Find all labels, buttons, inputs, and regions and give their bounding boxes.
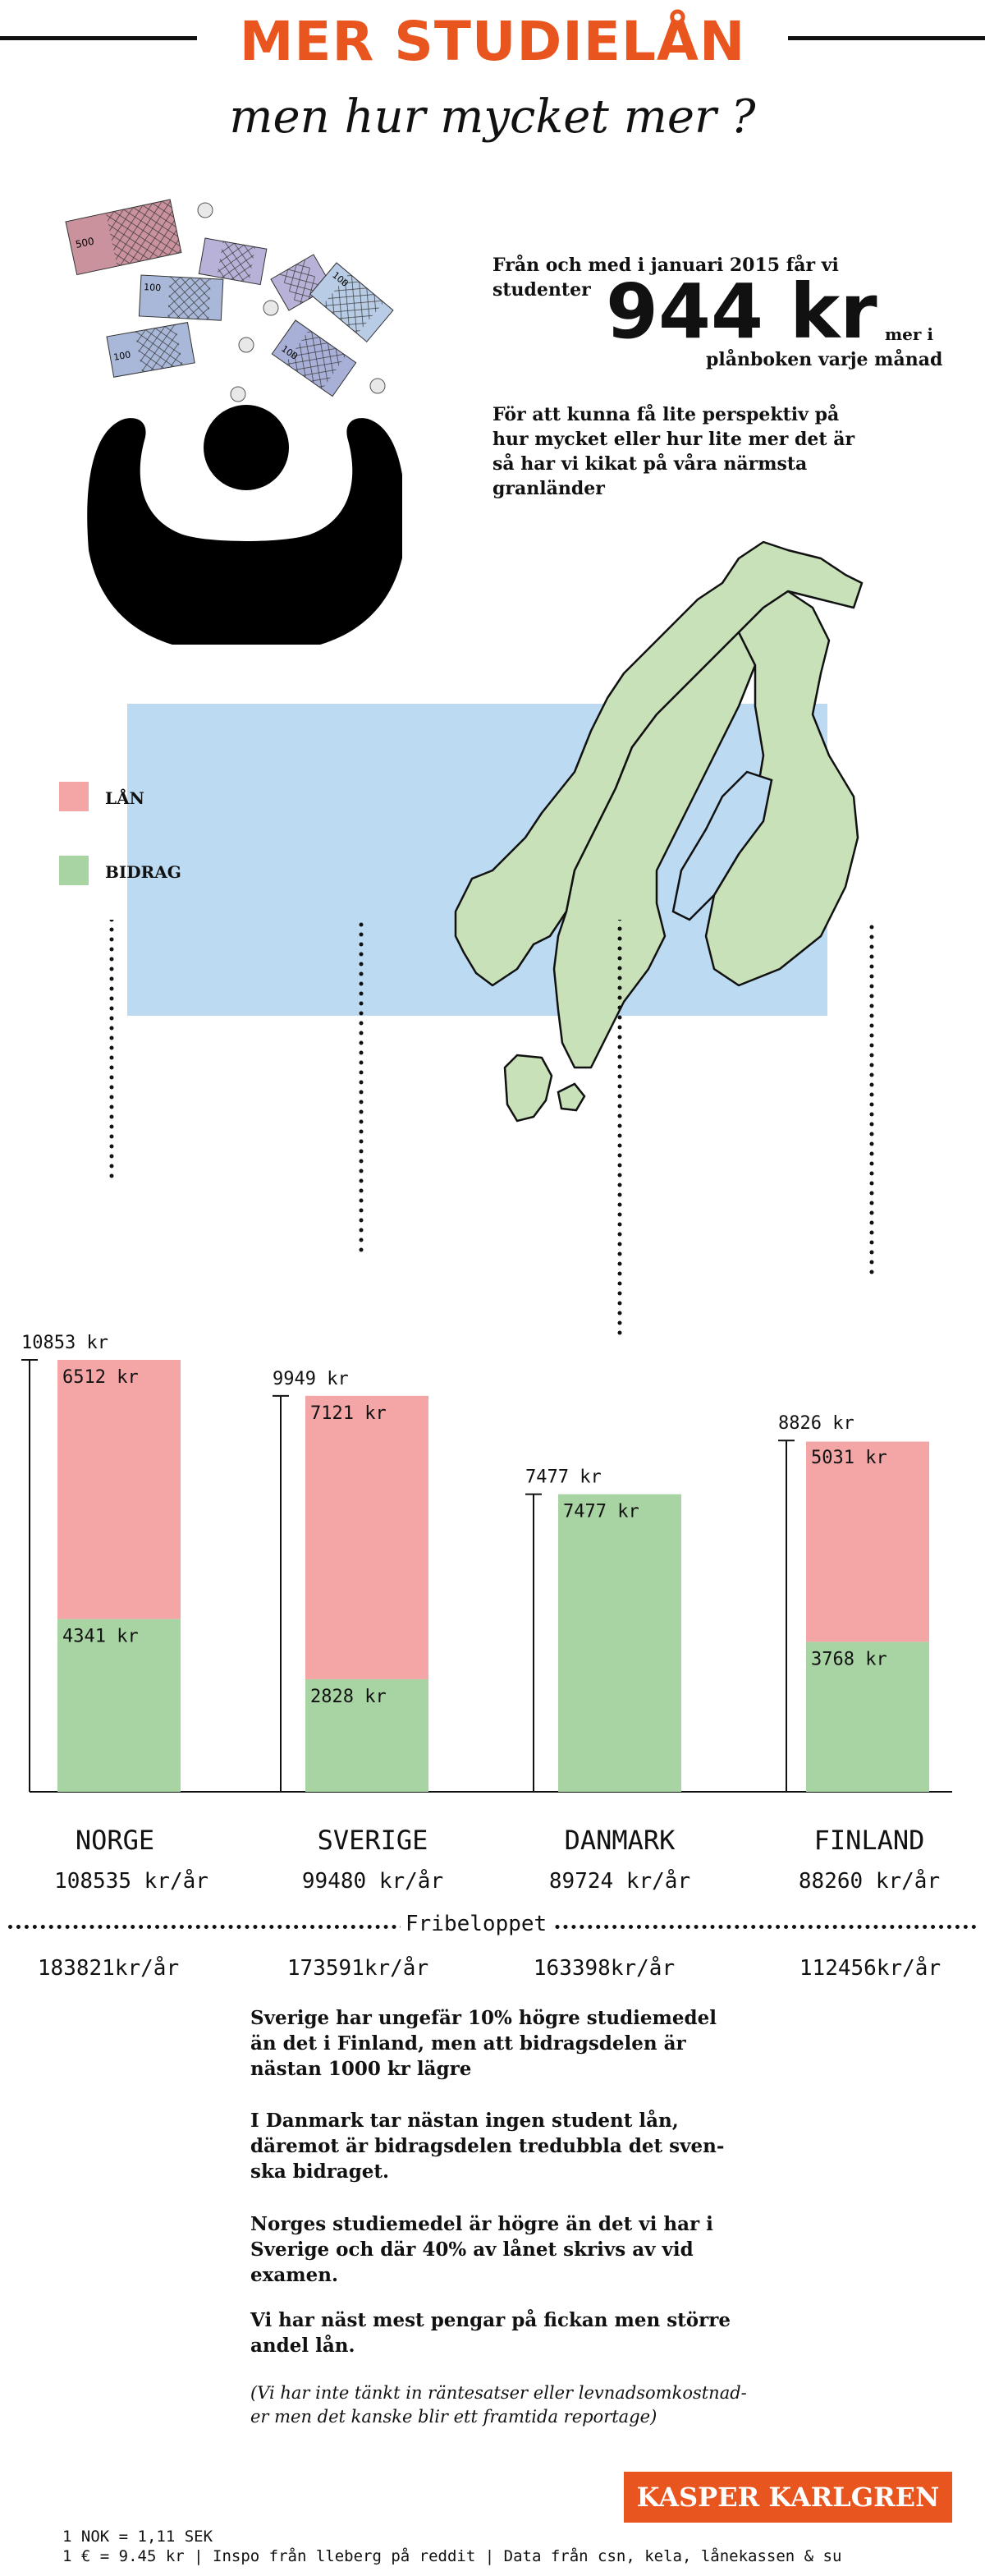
legend-swatch-bidrag bbox=[59, 856, 89, 885]
perspective-line-3: så har vi kikat på våra närmsta bbox=[492, 453, 808, 475]
intro-line-2: studenter bbox=[492, 279, 591, 301]
coin-icon bbox=[369, 378, 386, 394]
connector-norge bbox=[109, 920, 114, 1183]
legend-label-bidrag: BIDRAG bbox=[105, 862, 181, 882]
map-gulf-of-bothnia bbox=[671, 770, 773, 921]
banknote-100-a: 100 bbox=[138, 274, 224, 321]
fribelopp-sverige: 173591kr/år bbox=[286, 1956, 429, 1981]
connector-sverige bbox=[359, 920, 364, 1257]
total-label-sverige: 9949 kr bbox=[273, 1369, 349, 1389]
legend-swatch-lan bbox=[59, 782, 89, 811]
country-label-sverige: SVERIGE bbox=[317, 1825, 428, 1856]
perspective-line-4: granländer bbox=[492, 478, 605, 499]
footer-exchange-rate-nok: 1 NOK = 1,11 SEK bbox=[62, 2528, 213, 2546]
lan-label-sverige: 7121 kr bbox=[310, 1403, 387, 1424]
fribeloppet-label: Fribeloppet bbox=[401, 1912, 552, 1936]
legend-label-lan: LÅN bbox=[105, 788, 144, 808]
intro-after-amount: mer i bbox=[885, 324, 933, 344]
total-label-norge: 10853 kr bbox=[21, 1333, 108, 1353]
author-brand: KASPER KARLGREN bbox=[624, 2472, 952, 2523]
fribelopp-finland: 112456kr/år bbox=[799, 1956, 941, 1981]
amount-highlight: 944 kr bbox=[606, 268, 877, 356]
paragraph-sverige-finland: Sverige har ungefär 10% högre studiemede… bbox=[250, 2007, 717, 2080]
bar-lan-norge bbox=[57, 1360, 181, 1619]
coin-icon bbox=[230, 386, 246, 402]
bidrag-label-danmark: 7477 kr bbox=[563, 1502, 639, 1522]
nordic-map bbox=[127, 540, 864, 1123]
title-rule-left bbox=[0, 36, 197, 40]
bar-lan-sverige bbox=[305, 1395, 428, 1679]
footnote-disclaimer: (Vi har inte tänkt in räntesatser eller … bbox=[250, 2383, 747, 2427]
person-celebrating-icon bbox=[87, 405, 402, 645]
lan-label-norge: 6512 kr bbox=[62, 1367, 139, 1388]
connector-danmark bbox=[617, 920, 622, 1345]
coin-icon bbox=[263, 300, 279, 316]
paragraph-danmark: I Danmark tar nästan ingen student lån, d… bbox=[250, 2110, 725, 2183]
banknote-denomination: 500 bbox=[75, 235, 95, 250]
banknote-100-d: 100 bbox=[309, 262, 394, 342]
banknote-100-f: 100 bbox=[271, 319, 357, 397]
intro-line-1: Från och med i januari 2015 får vi bbox=[492, 255, 839, 276]
map-country-sweden bbox=[552, 631, 757, 1069]
map-country-denmark bbox=[503, 1054, 553, 1123]
bar-lan-finland bbox=[806, 1441, 929, 1642]
bidrag-label-norge: 4341 kr bbox=[62, 1627, 139, 1647]
country-label-norge: NORGE bbox=[75, 1825, 155, 1856]
paragraph-norge: Norges studiemedel är högre än det vi ha… bbox=[250, 2213, 713, 2286]
paragraph-summary: Vi har näst mest pengar på fickan men st… bbox=[250, 2309, 731, 2357]
map-island-zealand bbox=[557, 1082, 586, 1112]
stacked-bar-chart: 10853 kr 6512 kr 4341 kr 9949 kr 7121 kr 2828… bbox=[21, 920, 952, 1793]
perspective-line-2: hur mycket eller hur lite mer det är bbox=[492, 429, 855, 450]
title-rule-right bbox=[788, 36, 985, 40]
bar-bidrag-norge bbox=[57, 1619, 181, 1792]
connector-finland bbox=[869, 920, 874, 1283]
fribelopp-danmark: 163398kr/år bbox=[533, 1956, 676, 1981]
bidrag-label-finland: 3768 kr bbox=[811, 1649, 887, 1669]
page-title: MER STUDIELÅN bbox=[239, 10, 746, 73]
coin-icon bbox=[197, 202, 213, 218]
svg-text:100: 100 bbox=[144, 282, 162, 293]
coin-icon bbox=[238, 337, 254, 353]
bar-bidrag-finland bbox=[806, 1642, 929, 1792]
perspective-line-1: För att kunna få lite perspektiv på bbox=[492, 404, 840, 425]
bar-bidrag-sverige bbox=[305, 1678, 428, 1792]
country-label-danmark: DANMARK bbox=[564, 1825, 676, 1856]
intro-line-3: plånboken varje månad bbox=[706, 349, 943, 370]
total-label-danmark: 7477 kr bbox=[525, 1467, 602, 1488]
per-year-sverige: 99480 kr/år bbox=[301, 1869, 444, 1894]
footer-sources: 1 € = 9.45 kr | Inspo från lleberg på re… bbox=[62, 2547, 842, 2565]
lan-label-finland: 5031 kr bbox=[811, 1448, 887, 1468]
fribelopp-norge: 183821kr/år bbox=[37, 1956, 180, 1981]
map-country-norway bbox=[454, 540, 864, 987]
money-illustration: 500 100 100 100 100 bbox=[65, 199, 402, 645]
svg-text:100: 100 bbox=[112, 349, 131, 362]
country-label-finland: FINLAND bbox=[813, 1825, 925, 1856]
per-year-norge: 108535 kr/år bbox=[54, 1869, 208, 1894]
banknote-100-b bbox=[198, 237, 268, 286]
bidrag-label-sverige: 2828 kr bbox=[310, 1687, 387, 1707]
per-year-danmark: 89724 kr/år bbox=[548, 1869, 691, 1894]
banknote-100-e: 100 bbox=[106, 322, 195, 378]
banknote-500-a: 500 bbox=[65, 199, 182, 276]
bar-bidrag-danmark bbox=[558, 1494, 681, 1792]
total-label-finland: 8826 kr bbox=[778, 1413, 854, 1434]
per-year-finland: 88260 kr/år bbox=[798, 1869, 941, 1894]
page-subtitle: men hur mycket mer ? bbox=[229, 90, 756, 144]
